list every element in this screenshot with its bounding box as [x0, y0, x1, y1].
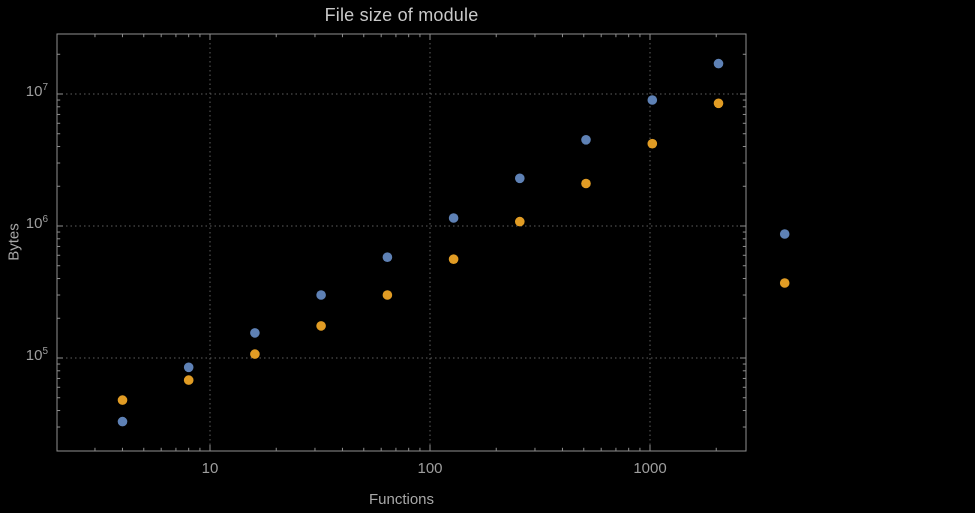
data-point-series-2	[117, 395, 128, 405]
y-tick-label: 106	[0, 214, 48, 232]
data-point-series-1	[448, 213, 459, 223]
data-point-series-1	[779, 229, 790, 239]
data-point-series-1	[515, 173, 525, 184]
y-tick-exponent: 6	[42, 214, 48, 225]
data-point-series-2	[382, 290, 393, 300]
data-point-series-1	[647, 95, 658, 105]
data-point-series-1	[713, 58, 724, 69]
data-point-series-2	[647, 138, 658, 149]
data-point-series-1	[183, 362, 194, 373]
chart-title: File size of module	[324, 5, 479, 25]
y-tick-label: 107	[0, 82, 48, 100]
data-point-series-2	[581, 178, 591, 189]
x-axis-label: Functions	[368, 491, 435, 508]
data-point-series-1	[250, 328, 260, 338]
y-tick-base: 10	[25, 83, 43, 100]
data-point-series-1	[581, 135, 591, 145]
data-point-series-1	[382, 252, 393, 262]
data-point-series-2	[448, 254, 459, 264]
y-tick-exponent: 7	[42, 82, 48, 93]
data-point-series-2	[316, 321, 326, 331]
plot-frame	[56, 33, 747, 452]
data-point-series-2	[515, 216, 525, 227]
data-point-series-2	[713, 98, 724, 109]
x-tick-label: 10	[201, 460, 219, 477]
y-tick-exponent: 5	[42, 346, 48, 357]
x-tick-label: 1000	[633, 460, 667, 477]
data-point-series-1	[117, 416, 128, 427]
y-tick-base: 10	[25, 215, 43, 232]
x-tick-label: 100	[417, 460, 443, 477]
data-point-series-1	[316, 290, 326, 300]
data-point-series-2	[250, 349, 260, 359]
y-tick-label: 105	[0, 346, 48, 364]
data-point-series-2	[779, 278, 790, 288]
y-tick-base: 10	[25, 347, 43, 364]
data-point-series-2	[183, 375, 194, 385]
